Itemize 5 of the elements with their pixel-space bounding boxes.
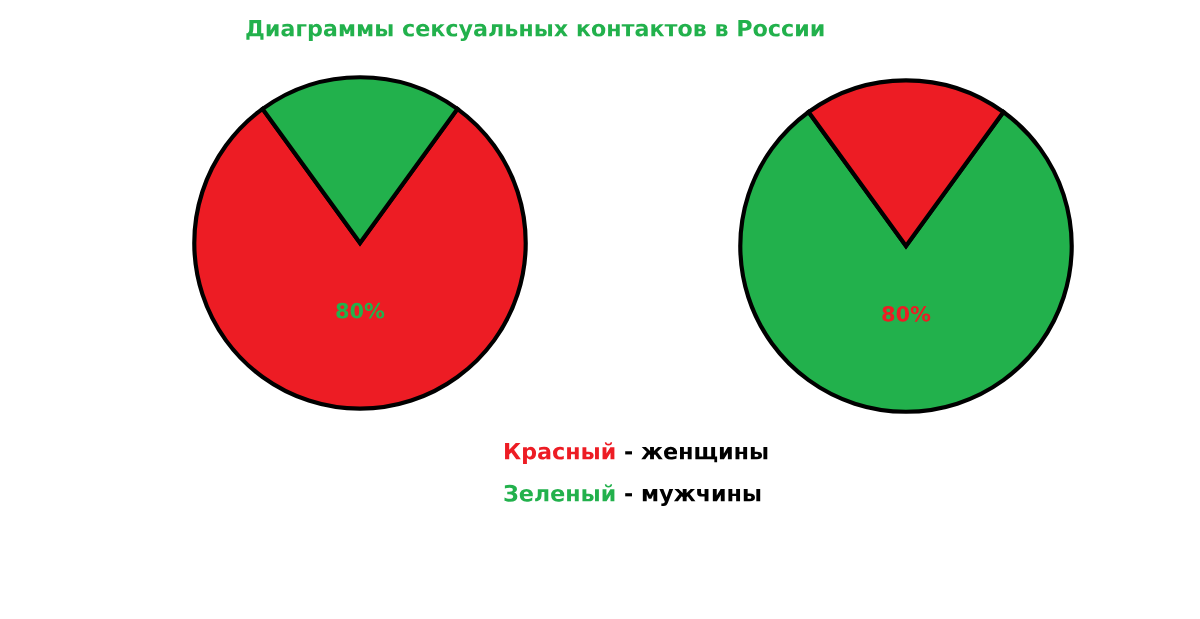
data-label: 80% (882, 305, 931, 322)
text: Зеленый - мужчины (504, 484, 761, 506)
data-label: 80% (336, 302, 385, 319)
chart-title: Диаграммы сексуальных контактов в России (246, 20, 824, 42)
text: Красный - женщины (505, 442, 768, 464)
